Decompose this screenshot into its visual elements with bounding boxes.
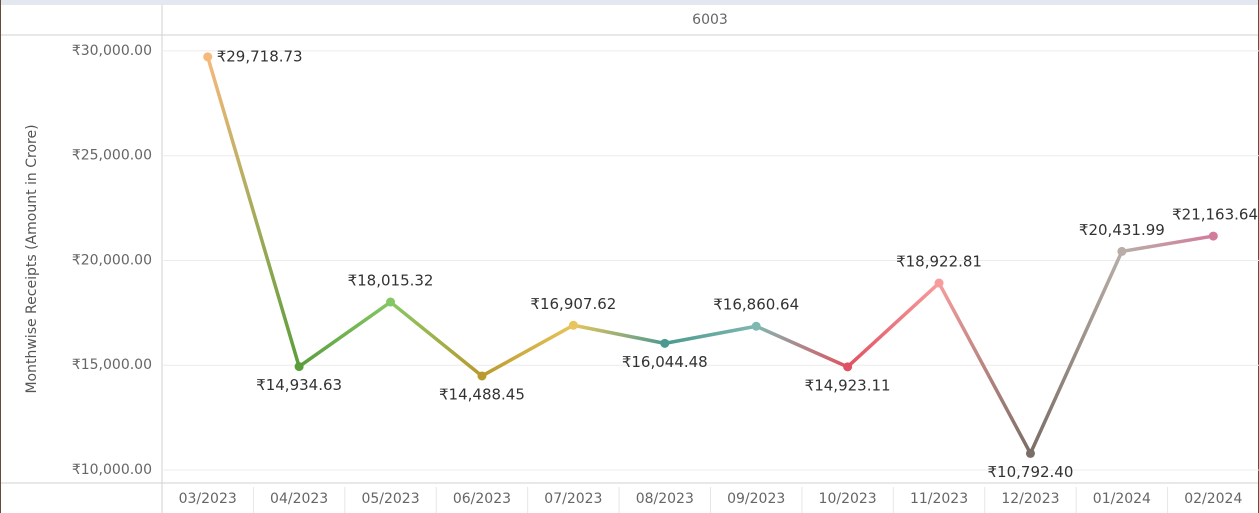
x-tick-label: 04/2023 [270, 491, 328, 507]
y-tick-label: ₹20,000.00 [72, 252, 152, 268]
x-tick-label: 10/2023 [819, 491, 877, 507]
y-tick-label: ₹30,000.00 [72, 43, 152, 59]
value-label: ₹14,488.45 [439, 385, 525, 403]
line-segment [937, 281, 1033, 456]
line-segment [663, 324, 758, 346]
value-label: ₹20,431.99 [1079, 221, 1165, 239]
line-segment [205, 55, 301, 369]
panel-label: 6003 [692, 12, 728, 28]
line-segment [480, 323, 576, 378]
data-point [1025, 448, 1035, 458]
x-tick-label: 05/2023 [361, 491, 419, 507]
line-segment [1028, 249, 1124, 456]
value-label: ₹18,922.81 [896, 253, 982, 271]
value-label: ₹29,718.73 [217, 47, 303, 65]
x-tick-label: 08/2023 [636, 491, 694, 507]
y-axis-title: Monthwise Receipts (Amount in Crore) [24, 124, 40, 393]
y-tick-label: ₹15,000.00 [72, 357, 152, 373]
value-label: ₹16,907.62 [530, 295, 616, 313]
x-tick-label: 09/2023 [727, 491, 785, 507]
value-label: ₹16,044.48 [622, 353, 708, 371]
x-tick-label: 12/2023 [1001, 491, 1059, 507]
x-tick-label: 07/2023 [544, 491, 602, 507]
line-segment [1120, 234, 1216, 254]
line-segment [297, 300, 393, 369]
line-segment [571, 323, 667, 346]
value-label: ₹21,163.64 [1172, 206, 1258, 224]
line-segment [388, 300, 484, 378]
value-label: ₹14,923.11 [805, 376, 891, 394]
data-point [751, 321, 761, 331]
value-label: ₹14,934.63 [256, 376, 342, 394]
data-point [1208, 231, 1218, 241]
data-point [386, 297, 396, 307]
top-bar [0, 0, 1259, 5]
y-tick-label: ₹25,000.00 [72, 148, 152, 164]
value-label: ₹10,792.40 [988, 463, 1074, 481]
data-point [1117, 246, 1127, 256]
x-tick-label: 01/2024 [1093, 491, 1151, 507]
line-segment [754, 324, 850, 369]
x-tick-label: 06/2023 [453, 491, 511, 507]
data-point [294, 362, 304, 372]
data-point [203, 52, 213, 62]
x-tick-label: 11/2023 [910, 491, 968, 507]
x-tick-label: 02/2024 [1184, 491, 1242, 507]
data-point [843, 362, 853, 372]
x-tick-label: 03/2023 [179, 491, 237, 507]
data-point [477, 371, 487, 381]
value-label: ₹18,015.32 [348, 272, 434, 290]
value-label: ₹16,860.64 [713, 296, 799, 314]
line-segment [845, 281, 941, 369]
data-point [660, 338, 670, 348]
data-point [568, 320, 578, 330]
y-tick-label: ₹10,000.00 [72, 462, 152, 478]
data-point [934, 278, 944, 288]
